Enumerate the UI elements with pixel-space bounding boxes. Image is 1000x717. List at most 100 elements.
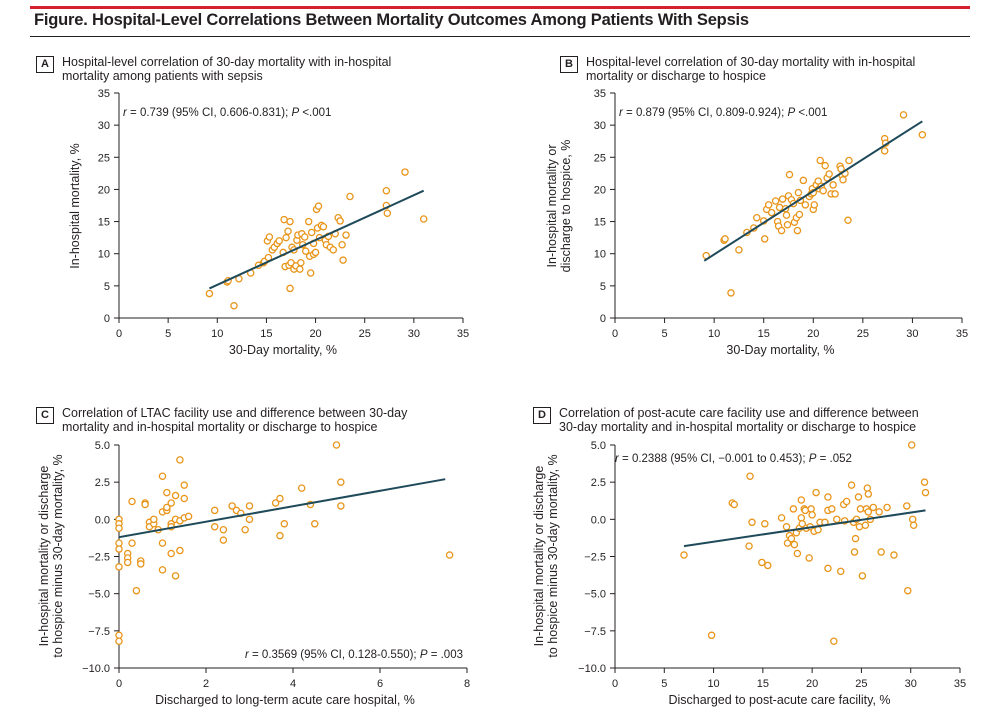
panel-c-data-point <box>163 488 171 497</box>
panel-d-data-point <box>863 484 872 492</box>
panel-b-data-point <box>819 186 827 195</box>
panel-d-data-point <box>869 503 878 512</box>
panel-d-x-tick-label: 30 <box>905 678 917 690</box>
panel-b-data-point <box>760 235 769 243</box>
panel-c-data-point <box>158 472 167 480</box>
panel-c-data-point <box>158 539 167 547</box>
panel-a-data-point <box>336 217 344 225</box>
panel-c-data-point <box>445 551 454 559</box>
panel-b-annotation-part: r <box>619 107 624 119</box>
panel-b-regression-line <box>703 120 923 262</box>
panel-b-data-point <box>831 190 839 198</box>
panel-b-x-tick-label: 15 <box>758 328 770 340</box>
panel-d-correlation-annotation: r = 0.2388 (95% CI, −0.001 to 0.453); P … <box>615 453 852 465</box>
panel-b-data-point <box>793 226 802 235</box>
panel-a-y-tick-label: 35 <box>98 88 110 100</box>
panel-a-annotation-part: r <box>123 107 128 119</box>
panel-c-y-axis-label: In-hospital mortality or dischargeto hos… <box>37 454 65 657</box>
panel-d-data-point <box>908 515 917 524</box>
panel-d-data-point <box>861 521 870 530</box>
panel-a-data-point <box>311 248 320 257</box>
panel-c-y-axis-label-line: to hospice minus 30-day mortality, % <box>51 454 65 657</box>
panel-d-data-point <box>877 548 885 556</box>
panel-a-regression-line <box>209 189 425 290</box>
panel-d-data-point <box>850 548 859 556</box>
panel-c-data-point <box>245 515 254 524</box>
panel-c-data-point <box>123 558 132 567</box>
panel-d-header: D Correlation of post-acute care facilit… <box>533 406 919 434</box>
panel-b-letter: B <box>560 56 578 73</box>
panel-b-x-tick-label: 5 <box>662 328 668 340</box>
panel-a-y-axis-label: In-hospital mortality, % <box>68 143 82 269</box>
panel-b-y-tick-label: 35 <box>594 88 606 100</box>
panel-d-data-point <box>909 521 918 530</box>
panel-d-data-point <box>764 561 772 570</box>
panel-d-data-point <box>730 500 739 509</box>
panel-c-data-point <box>184 512 193 521</box>
panel-a-data-point <box>342 231 350 239</box>
panel-c-y-tick-label: −5.0 <box>88 589 110 601</box>
panel-c-x-tick-label: 8 <box>464 678 470 690</box>
panel-c-y-tick-label: 0.0 <box>95 514 110 526</box>
panel-a-data-point <box>314 202 323 210</box>
panel-d-data-point <box>797 496 806 504</box>
panel-d-data-point <box>793 549 802 558</box>
panel-b-data-point <box>810 201 819 209</box>
panel-b-data-point <box>783 221 792 229</box>
panel-b-annotation-part: P <box>787 107 795 119</box>
panel-d-data-point <box>851 534 860 543</box>
panel-c-data-point <box>115 631 123 640</box>
panel-c-letter: C <box>36 407 54 424</box>
panel-b-x-tick-label: 25 <box>857 328 869 340</box>
panel-a-data-point <box>329 246 338 254</box>
panel-d-data-point <box>761 520 769 528</box>
panel-d-data-point <box>890 551 898 559</box>
panel-a-data-point <box>319 222 328 231</box>
panel-c-data-point <box>219 536 228 544</box>
panel-b-annotation-part: <.001 <box>795 107 827 119</box>
panel-c-data-point <box>115 545 123 553</box>
panel-d-y-tick-label: −5.0 <box>584 589 606 601</box>
panel-a-data-point <box>296 265 304 273</box>
panel-d-annotation-part: = .052 <box>816 453 852 465</box>
panel-a-data-point <box>306 269 315 277</box>
panel-c-data-point <box>337 478 345 486</box>
panel-d-data-point <box>904 586 912 595</box>
panel-d-data-point <box>830 637 838 645</box>
panel-c-data-point <box>167 499 175 507</box>
panel-d-annotation-part: = 0.2388 (95% CI, −0.001 to 0.453); <box>619 453 809 465</box>
panel-c-data-point <box>115 637 123 645</box>
panel-c-regression-line <box>118 478 446 539</box>
panel-a-x-tick-label: 0 <box>116 328 122 340</box>
panel-b-y-axis-label: In-hospital mortality ordischarge to hos… <box>545 140 573 273</box>
panel-d-x-tick-label: 10 <box>707 678 719 690</box>
panel-b-data-point <box>785 170 794 179</box>
panel-b-header: B Hospital-level correlation of 30-day m… <box>560 55 946 83</box>
panel-c-data-point <box>115 539 123 547</box>
panel-c-data-point <box>132 586 141 595</box>
title-rule <box>30 36 970 37</box>
panel-c-y-axis-label-line: In-hospital mortality or discharge <box>37 466 51 647</box>
panel-b-data-point <box>795 210 804 219</box>
panel-a-data-point <box>346 192 354 201</box>
panel-c-x-tick-label: 4 <box>290 678 296 690</box>
panel-d-data-point <box>805 554 813 562</box>
panel-d-y-tick-label: 0.0 <box>591 514 606 526</box>
panel-c-data-point <box>115 563 123 571</box>
panel-d-data-point <box>847 481 856 489</box>
panel-c-data-point <box>176 456 184 464</box>
panel-b-title: Hospital-level correlation of 30-day mor… <box>586 55 916 83</box>
panel-a-data-point <box>301 233 309 241</box>
panel-a-data-point <box>265 233 274 241</box>
panel-c-data-point <box>136 560 145 568</box>
panel-a-data-point <box>282 233 290 242</box>
panel-d-y-axis-label: In-hospital mortality or dischargeto hos… <box>532 454 560 657</box>
panel-c-data-point <box>171 491 180 500</box>
panel-c-data-point <box>245 502 254 510</box>
panel-b-x-tick-label: 0 <box>612 328 618 340</box>
panel-c-data-point <box>167 549 175 558</box>
panel-b-y-axis-label-line: discharge to hospice, % <box>559 140 573 273</box>
panel-a-data-point <box>304 217 313 226</box>
panel-c-data-point <box>128 497 136 506</box>
panel-d-data-point <box>790 540 799 549</box>
